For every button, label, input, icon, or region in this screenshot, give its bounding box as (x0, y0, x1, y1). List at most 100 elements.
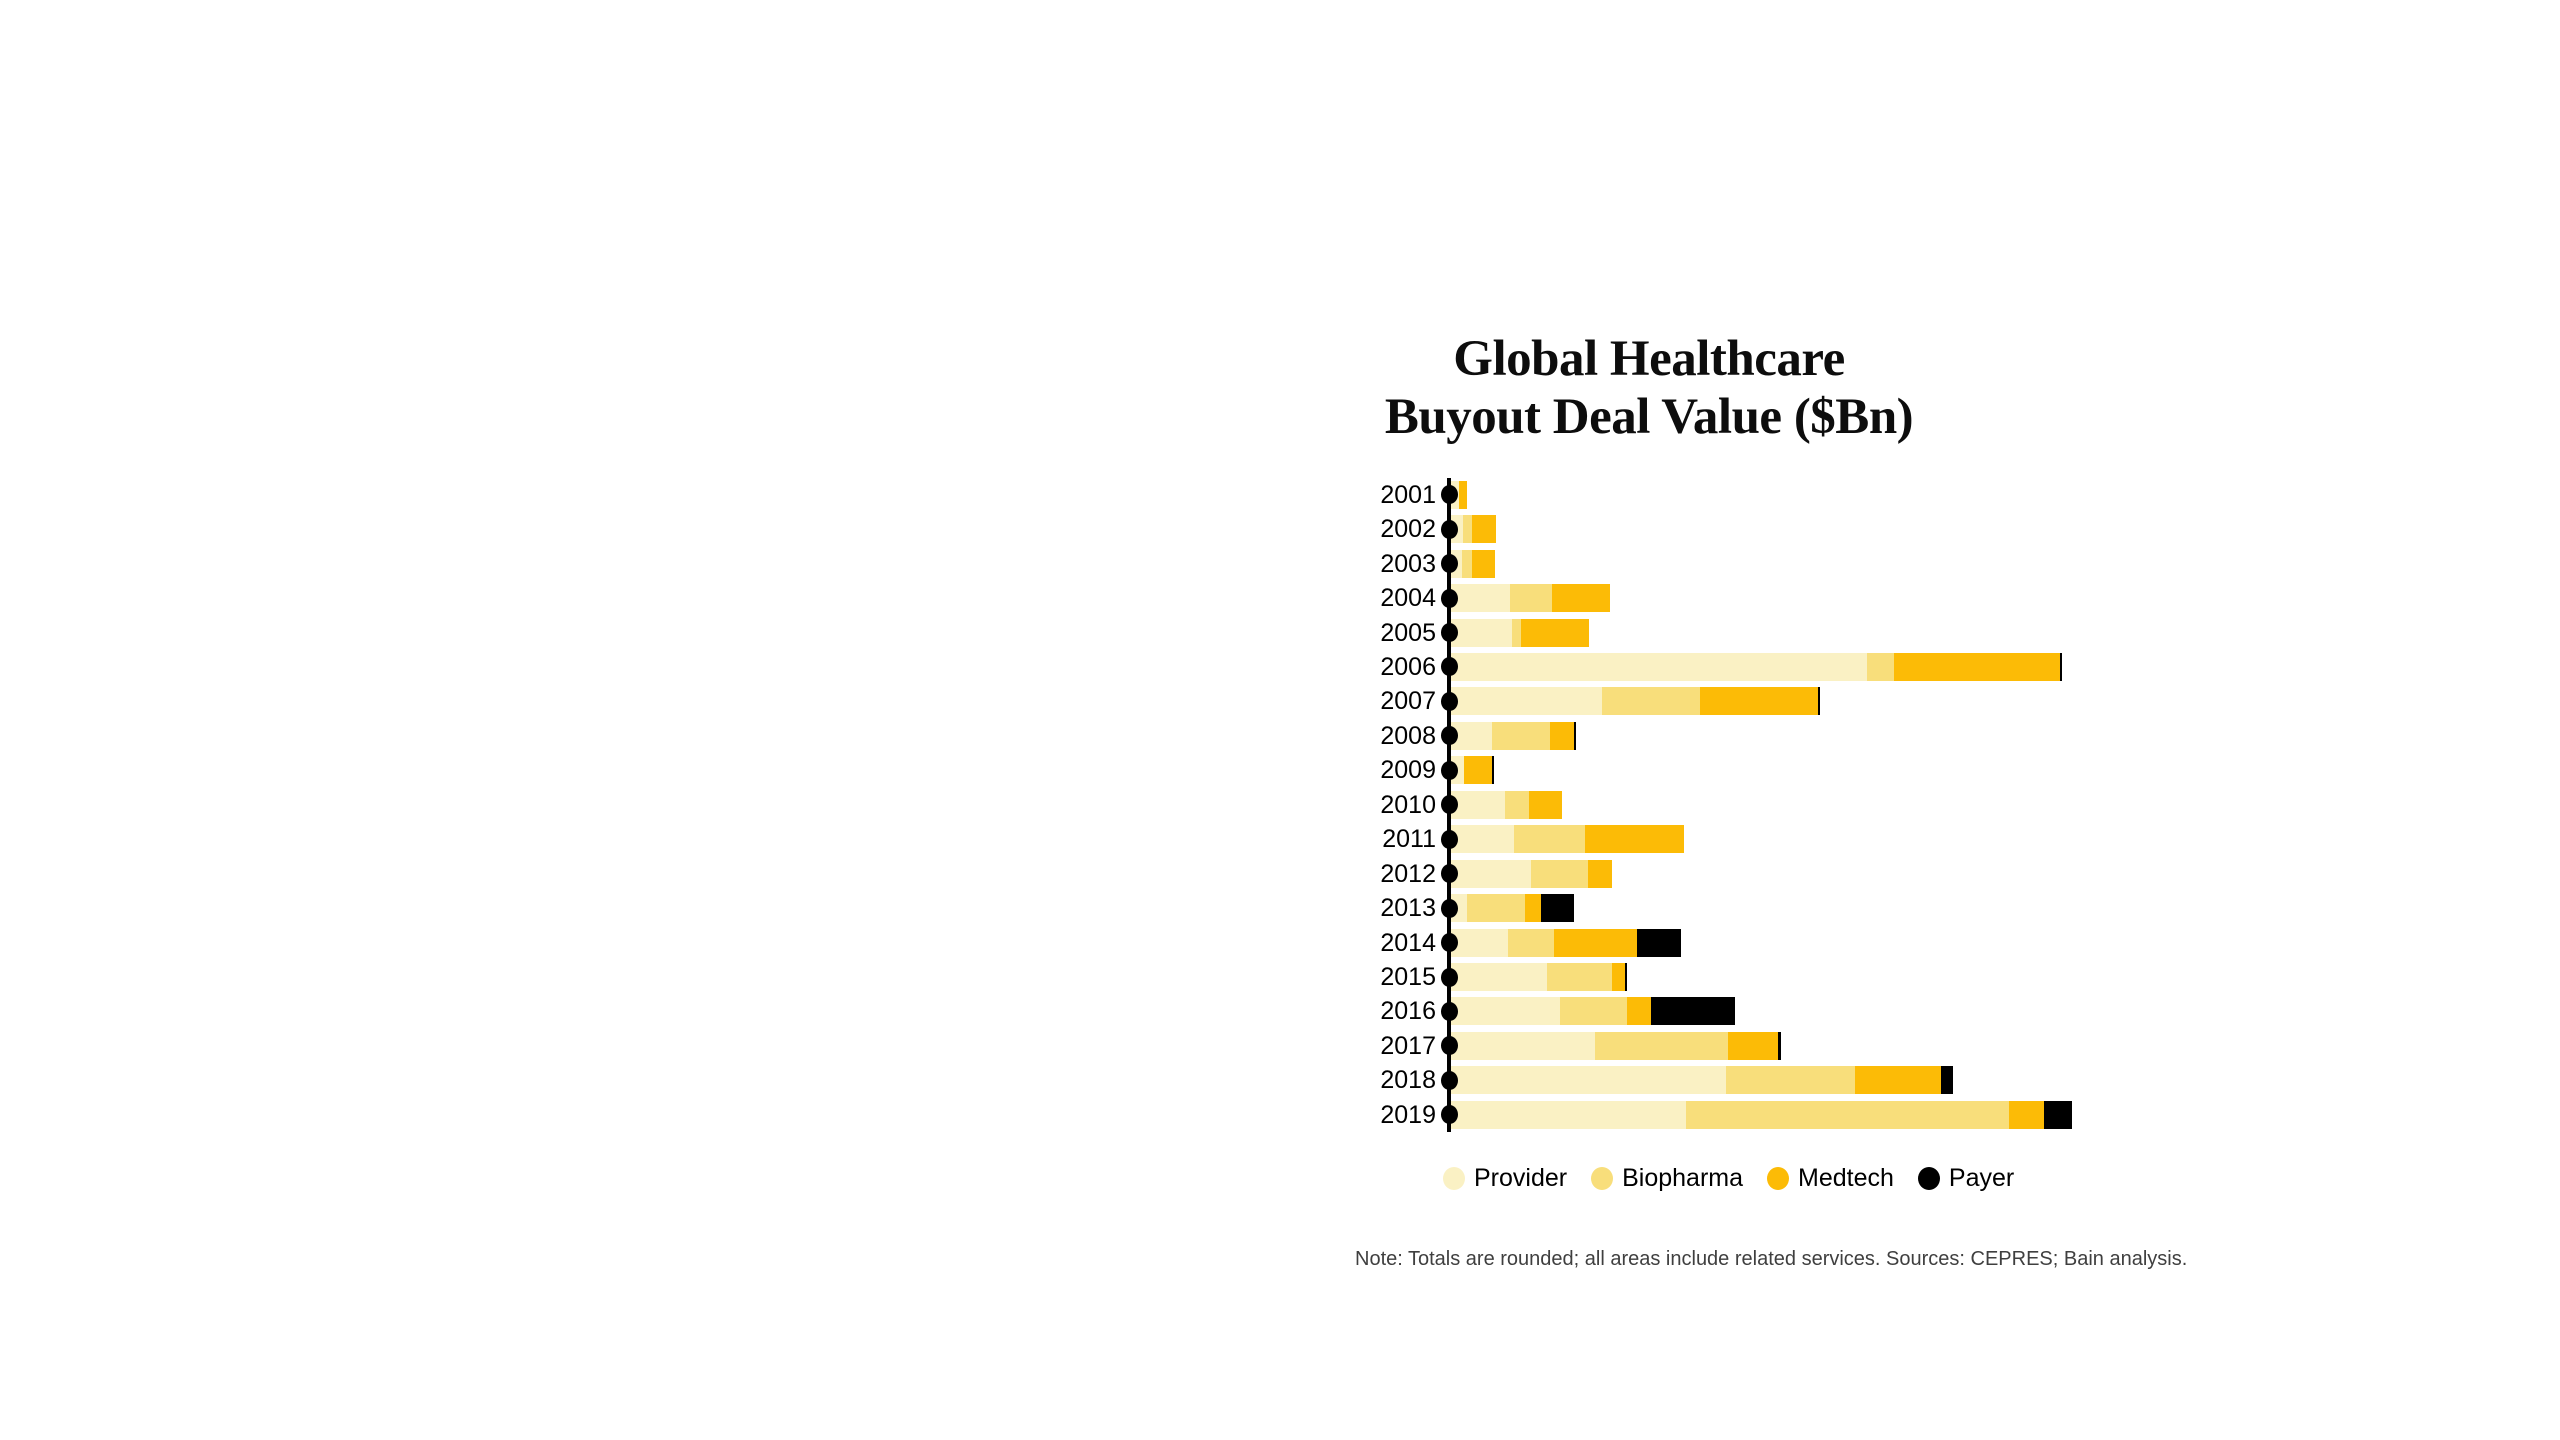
axis-point-marker (1440, 485, 1458, 505)
bar-row-2015 (1451, 963, 1627, 991)
year-label-2002: 2002 (1380, 515, 1436, 544)
year-label-2010: 2010 (1380, 790, 1436, 819)
bar-segment-provider-2005 (1451, 618, 1512, 647)
bar-row-2003 (1451, 549, 1495, 578)
bar-segment-medtech-2019 (2009, 1100, 2044, 1129)
bar-row-2014 (1451, 928, 1681, 957)
bar-segment-biopharma-2018 (1726, 1066, 1855, 1095)
bar-segment-medtech-2003 (1472, 549, 1495, 578)
bar-segment-provider-2011 (1451, 825, 1514, 854)
bar-segment-biopharma-2005 (1512, 618, 1521, 647)
bar-segment-medtech-2014 (1554, 928, 1637, 957)
axis-point-marker (1440, 933, 1458, 953)
bar-segment-medtech-2012 (1588, 859, 1612, 888)
axis-point-marker (1440, 1036, 1458, 1056)
bar-segment-biopharma-2014 (1508, 928, 1554, 957)
bar-segment-biopharma-2012 (1531, 859, 1588, 888)
bar-segment-biopharma-2013 (1467, 894, 1525, 923)
bar-segment-payer-2017 (1778, 1031, 1781, 1060)
year-label-2007: 2007 (1380, 687, 1436, 716)
bar-segment-biopharma-2007 (1602, 687, 1700, 716)
bar-segment-biopharma-2019 (1686, 1100, 2009, 1129)
bar-segment-payer-2009 (1492, 756, 1494, 785)
chart-title-line2: Buyout Deal Value ($Bn) (1384, 389, 1914, 445)
bar-segment-medtech-2007 (1700, 687, 1818, 716)
bar-segment-provider-2014 (1451, 928, 1508, 957)
bar-segment-provider-2015 (1451, 963, 1547, 991)
legend-swatch-provider-icon (1443, 1166, 1465, 1190)
year-label-2003: 2003 (1380, 549, 1436, 578)
bar-segment-provider-2019 (1451, 1100, 1686, 1129)
bar-segment-payer-2015 (1625, 963, 1627, 991)
bar-row-2018 (1451, 1066, 1953, 1095)
year-label-2017: 2017 (1380, 1031, 1436, 1060)
year-label-2013: 2013 (1380, 894, 1436, 923)
bar-segment-biopharma-2010 (1505, 790, 1529, 819)
bar-segment-medtech-2001 (1459, 480, 1467, 509)
bar-row-2005 (1451, 618, 1589, 647)
bar-segment-medtech-2006 (1894, 652, 2060, 681)
year-label-2019: 2019 (1380, 1100, 1436, 1129)
bar-segment-provider-2004 (1451, 584, 1510, 613)
chart-title: Global Healthcare Buyout Deal Value ($Bn… (1149, 330, 2149, 446)
axis-point-marker (1440, 726, 1458, 746)
bar-segment-medtech-2013 (1525, 894, 1541, 923)
year-label-2006: 2006 (1380, 652, 1436, 681)
bar-row-2012 (1451, 859, 1612, 888)
bar-segment-payer-2019 (2044, 1100, 2072, 1129)
bar-segment-provider-2012 (1451, 859, 1531, 888)
legend-label-medtech: Medtech (1798, 1163, 1894, 1192)
bar-segment-provider-2008 (1451, 721, 1492, 750)
year-label-2015: 2015 (1380, 963, 1436, 991)
bar-segment-payer-2006 (2060, 652, 2062, 681)
bar-segment-payer-2018 (1941, 1066, 1953, 1095)
bar-segment-biopharma-2002 (1463, 515, 1472, 544)
bar-segment-biopharma-2011 (1514, 825, 1585, 854)
legend-label-payer: Payer (1948, 1163, 2015, 1192)
axis-point-marker (1440, 1105, 1458, 1125)
axis-point-marker (1440, 829, 1458, 849)
bar-segment-medtech-2015 (1612, 963, 1625, 991)
bar-row-2004 (1451, 584, 1610, 613)
year-label-2004: 2004 (1380, 584, 1436, 613)
year-label-2016: 2016 (1380, 997, 1436, 1026)
legend-swatch-payer-icon (1917, 1166, 1940, 1190)
bar-segment-biopharma-2015 (1547, 963, 1612, 991)
bar-segment-provider-2007 (1451, 687, 1602, 716)
axis-point-marker (1440, 554, 1458, 574)
legend: Provider Biopharma Medtech Payer (1443, 1163, 2014, 1193)
bar-segment-medtech-2016 (1627, 997, 1651, 1026)
axis-point-marker (1440, 967, 1458, 987)
footnote: Note: Totals are rounded; all areas incl… (1355, 1248, 2188, 1270)
year-label-2001: 2001 (1380, 480, 1436, 509)
axis-point-marker (1440, 519, 1458, 539)
bar-segment-biopharma-2003 (1462, 549, 1472, 578)
bar-segment-medtech-2009 (1464, 756, 1492, 785)
bar-segment-biopharma-2004 (1510, 584, 1552, 613)
year-label-2005: 2005 (1380, 618, 1436, 647)
axis-point-marker (1440, 691, 1458, 711)
year-label-2011: 2011 (1382, 825, 1436, 854)
legend-swatch-biopharma-icon (1591, 1166, 1614, 1190)
bar-segment-payer-2007 (1818, 687, 1820, 716)
bar-segment-medtech-2002 (1472, 515, 1496, 544)
axis-point-marker (1440, 623, 1458, 642)
bar-row-2017 (1451, 1031, 1781, 1060)
bar-row-2010 (1451, 790, 1562, 819)
year-label-2014: 2014 (1380, 928, 1436, 957)
year-label-2009: 2009 (1380, 756, 1436, 785)
bar-segment-biopharma-2008 (1492, 721, 1550, 750)
legend-item-payer: Payer (1917, 1163, 2015, 1193)
bar-segment-medtech-2004 (1552, 584, 1610, 613)
bar-segment-medtech-2018 (1855, 1066, 1941, 1095)
legend-item-medtech: Medtech (1767, 1164, 1894, 1193)
axis-point-marker (1440, 864, 1458, 884)
bar-segment-provider-2018 (1451, 1066, 1726, 1095)
bar-row-2008 (1451, 721, 1576, 750)
axis-point-marker (1440, 657, 1458, 677)
bar-segment-biopharma-2006 (1867, 652, 1894, 681)
bar-segment-medtech-2010 (1529, 790, 1562, 819)
legend-label-biopharma: Biopharma (1622, 1163, 1743, 1192)
bar-segment-medtech-2005 (1521, 618, 1589, 647)
